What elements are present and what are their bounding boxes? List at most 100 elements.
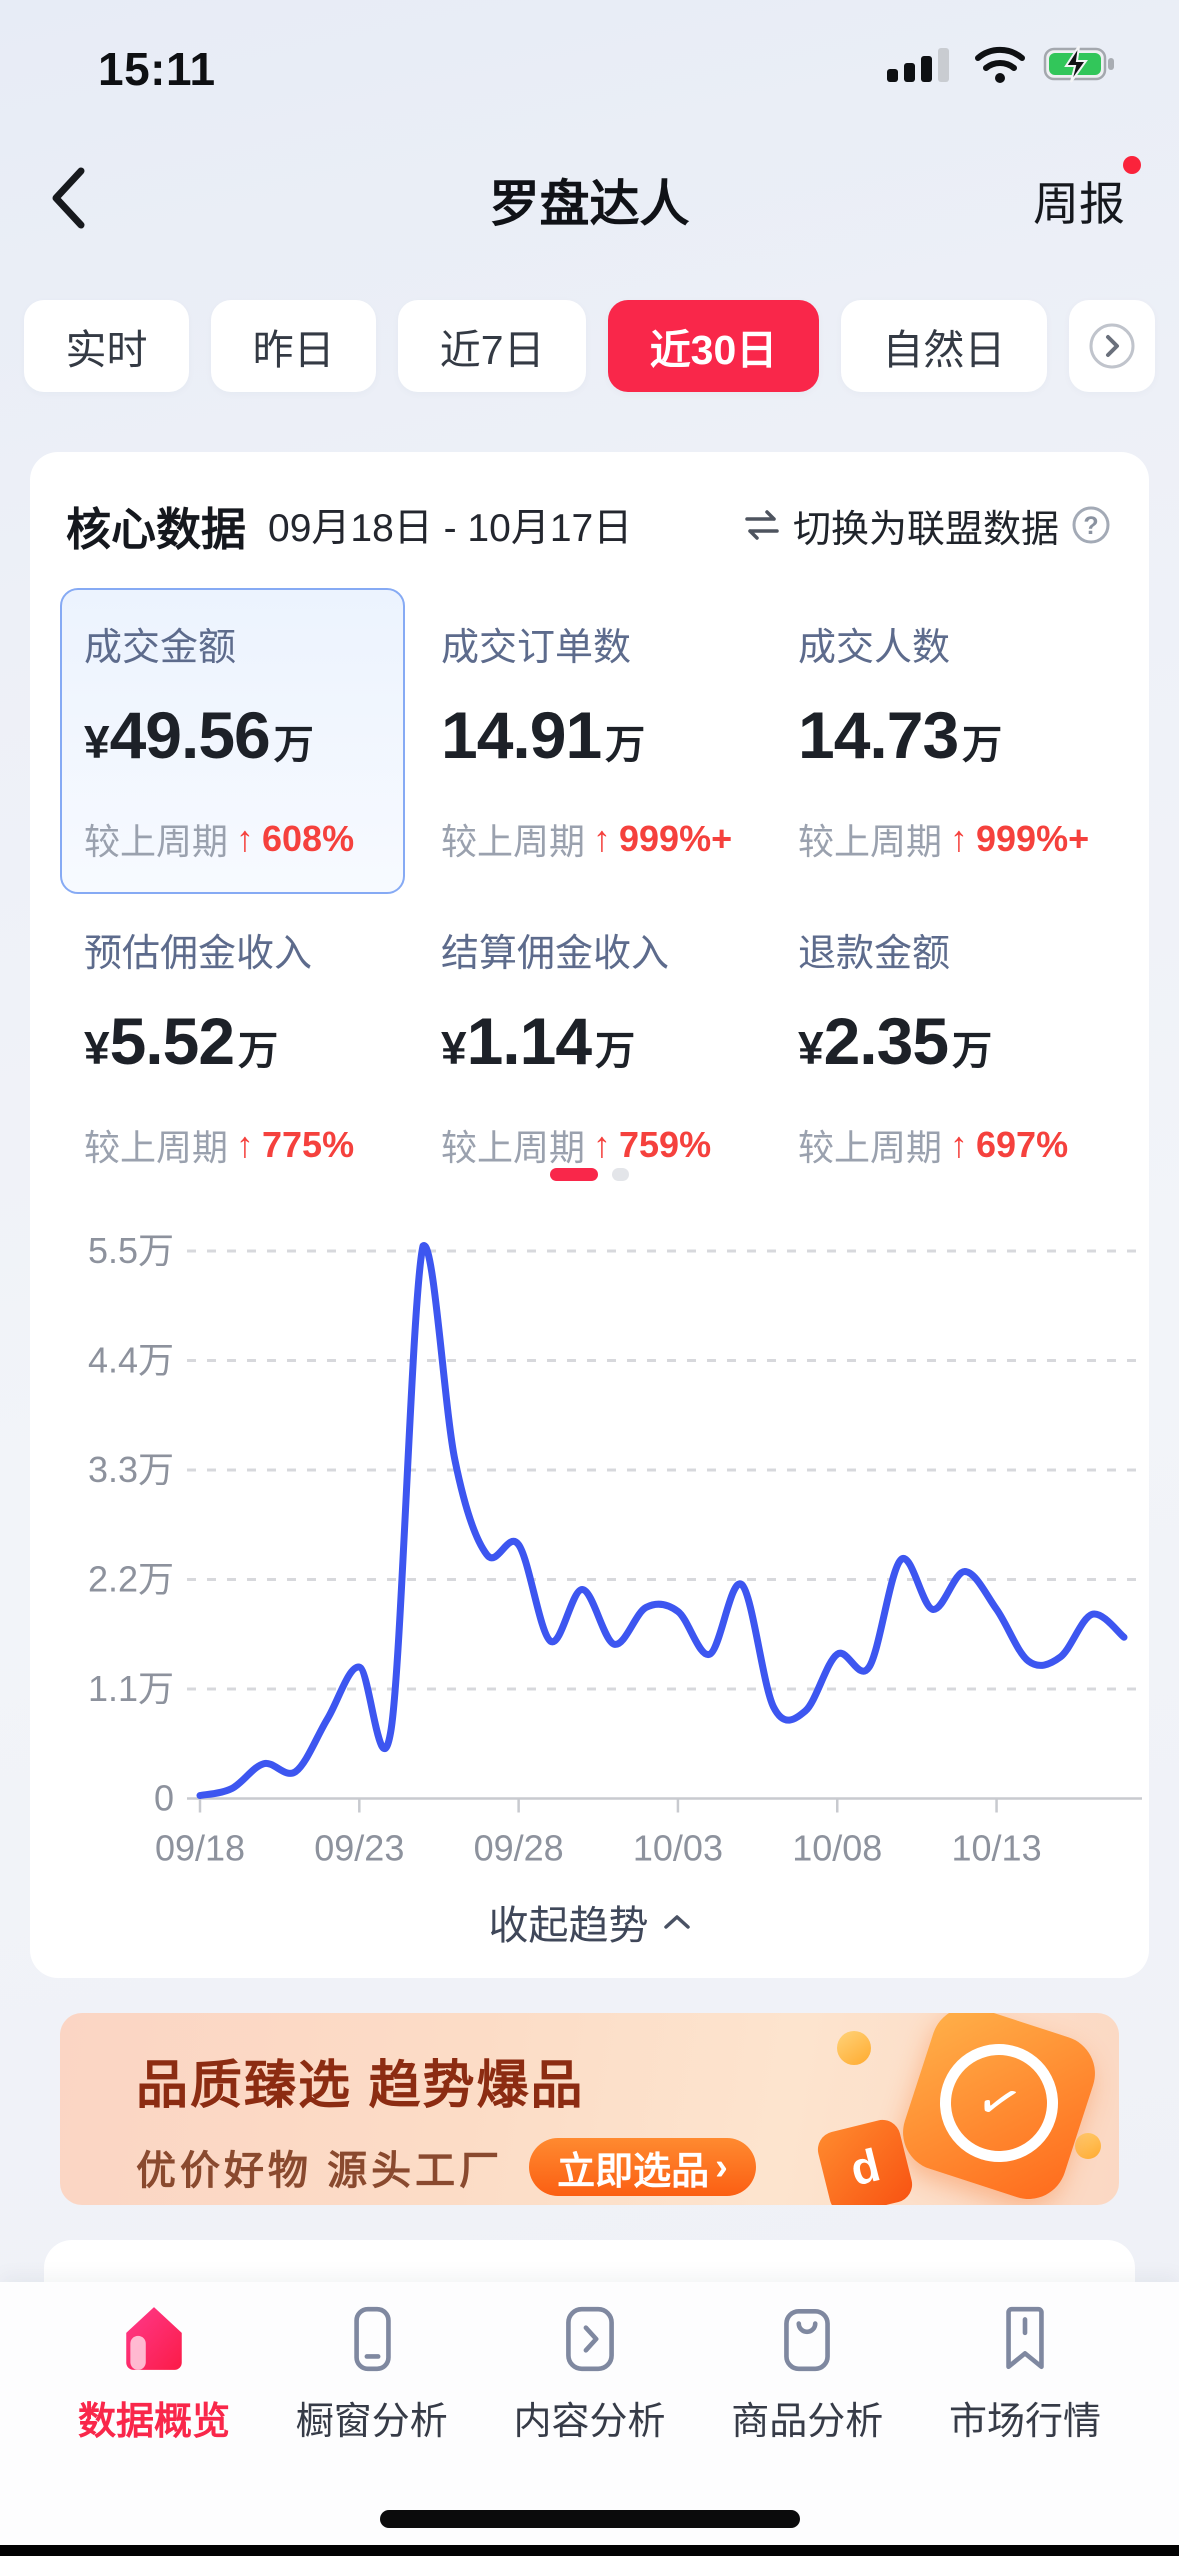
metric-tile-settled-commission[interactable]: 结算佣金收入 ¥1.14 万较上周期 ↑ 759% [417,894,762,1168]
cellular-signal-icon [885,45,957,83]
up-arrow-icon: ↑ [236,818,255,859]
wifi-icon [973,44,1027,84]
screen-bottom-edge [0,2545,1179,2556]
metric-value: ¥1.14 万 [441,1004,636,1078]
check-badge-icon: ✓ [893,2013,1105,2205]
y-axis-tick-label: 2.2万 [88,1559,174,1600]
y-axis-tick-label: 4.4万 [88,1340,174,1381]
pagination-dot [612,1168,629,1181]
x-axis-tick-label: 09/23 [314,1828,404,1869]
metric-label: 成交人数 [798,627,951,669]
core-data-card: 核心数据 09月18日 - 10月17日 切换为联盟数据 ? [30,452,1149,1978]
market-bookmark-icon [988,2302,1062,2376]
metric-tile-gmv[interactable]: 成交金额 ¥49.56 万较上周期 ↑ 608% [60,588,405,894]
page-title: 罗盘达人 [489,176,690,232]
switch-data-source-label: 切换为联盟数据 [792,508,1059,551]
chevron-right-circle-icon [1087,321,1137,371]
card-title: 核心数据 [66,503,247,555]
help-icon[interactable]: ? [1069,503,1113,547]
metric-change: 较上周期 ↑ 775% [84,1124,355,1168]
up-arrow-icon: ↑ [236,1124,255,1165]
back-button[interactable] [48,166,88,230]
product-bag-icon [770,2302,844,2376]
status-bar: 15:11 [0,28,1179,100]
tab-natural-day[interactable]: 自然日 [840,300,1047,392]
metric-tile-refund[interactable]: 退款金额 ¥2.35 万较上周期 ↑ 697% [774,894,1119,1168]
trend-line [196,1242,1128,1800]
x-axis-tick-label: 10/03 [633,1828,723,1869]
metric-label: 成交金额 [84,627,237,669]
back-chevron-icon [48,166,88,230]
metric-change: 较上周期 ↑ 697% [798,1124,1069,1168]
pagination-dot-active [550,1168,598,1181]
up-arrow-icon: ↑ [950,1124,969,1165]
content-chevron-icon [553,2302,627,2376]
tab-bar-label: 商品分析 [731,2401,884,2443]
date-range: 09月18日 - 10月17日 [268,507,633,550]
x-axis-tick-label: 09/28 [474,1828,564,1869]
status-time: 15:11 [98,43,216,95]
y-axis-tick-label: 0 [154,1778,174,1819]
tab-yesterday[interactable]: 昨日 [211,300,377,392]
metric-tile-est-commission[interactable]: 预估佣金收入 ¥5.52 万较上周期 ↑ 775% [60,894,405,1168]
tab-last-7d[interactable]: 近7日 [398,300,587,392]
metric-label: 成交订单数 [441,627,632,669]
tab-bar-label: 橱窗分析 [295,2401,448,2443]
up-arrow-icon: ↑ [593,818,612,859]
metric-label: 结算佣金收入 [441,933,670,975]
metric-value: ¥5.52 万 [84,1004,279,1078]
coin-icon [837,2031,871,2065]
x-axis-tick-label: 10/13 [952,1828,1042,1869]
metric-value: 14.91 万 [441,698,646,772]
header: 罗盘达人 周报 [0,150,1179,246]
tab-bar-item-showcase-analysis[interactable]: 橱窗分析 [274,2302,470,2445]
home-icon [117,2302,191,2376]
metric-tile-orders[interactable]: 成交订单数 14.91 万较上周期 ↑ 999%+ [417,588,762,894]
tab-bar-item-market-trends[interactable]: 市场行情 [927,2302,1123,2445]
notification-dot [1123,156,1141,174]
trend-chart[interactable]: 0 1.1万 2.2万 3.3万 4.4万 5.5万 09/18 09/23 09/28 10/0… [62,1204,1177,1872]
metric-value: 14.73 万 [798,698,1003,772]
promo-banner[interactable]: 品质臻选 趋势爆品 优价好物 源头工厂 立即选品 › ✓ d [60,2013,1119,2205]
tabs-more-button[interactable] [1068,300,1155,392]
weekly-report-label: 周报 [1033,178,1125,230]
battery-charging-icon [1043,45,1117,83]
collapse-trend-button[interactable]: 收起趋势 [30,1896,1149,1948]
banner-cta-label: 立即选品 [557,2150,710,2193]
showcase-icon [335,2302,409,2376]
metric-change: 较上周期 ↑ 608% [84,818,355,862]
weekly-report-button[interactable]: 周报 [1033,156,1141,234]
home-indicator[interactable] [379,2510,800,2528]
swap-arrows-icon [741,506,783,544]
switch-data-source-button[interactable]: 切换为联盟数据 ? [741,498,1113,553]
tab-bar-label: 内容分析 [513,2401,666,2443]
banner-cta-button[interactable]: 立即选品 › [529,2138,756,2196]
metric-change: 较上周期 ↑ 999%+ [441,818,733,862]
tab-bar-item-content-analysis[interactable]: 内容分析 [492,2302,688,2445]
metrics-grid: 成交金额 ¥49.56 万较上周期 ↑ 608% 成交订单数 14.91 万较上周期 ↑ 999%… [60,588,1119,1168]
shop-logo-icon: d [814,2116,916,2205]
y-axis-tick-label: 3.3万 [88,1449,174,1490]
metric-value: ¥49.56 万 [84,698,314,772]
tab-bar-item-data-overview[interactable]: 数据概览 [56,2302,252,2445]
collapse-trend-label: 收起趋势 [488,1904,649,1948]
chevron-up-icon [663,1913,691,1931]
tabs-row: 实时 昨日 近7日 近30日 自然日 [24,300,1155,392]
metric-tile-buyers[interactable]: 成交人数 14.73 万较上周期 ↑ 999%+ [774,588,1119,894]
tab-bar-label: 市场行情 [948,2401,1101,2443]
metric-value: ¥2.35 万 [798,1004,993,1078]
banner-cta-arrow-icon: › [715,2145,728,2188]
tab-bar-items: 数据概览 橱窗分析 内容分析 商品分析 市场行情 [0,2282,1179,2445]
metric-label: 退款金额 [798,933,951,975]
tab-bar-item-product-analysis[interactable]: 商品分析 [709,2302,905,2445]
tab-realtime[interactable]: 实时 [24,300,190,392]
pagination-dots[interactable] [30,1168,1149,1181]
x-axis-tick-label: 10/08 [792,1828,882,1869]
tab-last-30d[interactable]: 近30日 [608,300,819,392]
banner-subline: 优价好物 源头工厂 [136,2149,504,2193]
metric-change: 较上周期 ↑ 999%+ [798,818,1090,862]
banner-headline: 品质臻选 趋势爆品 [136,2057,585,2115]
tab-bar-label: 数据概览 [77,2401,230,2443]
metric-change: 较上周期 ↑ 759% [441,1124,712,1168]
